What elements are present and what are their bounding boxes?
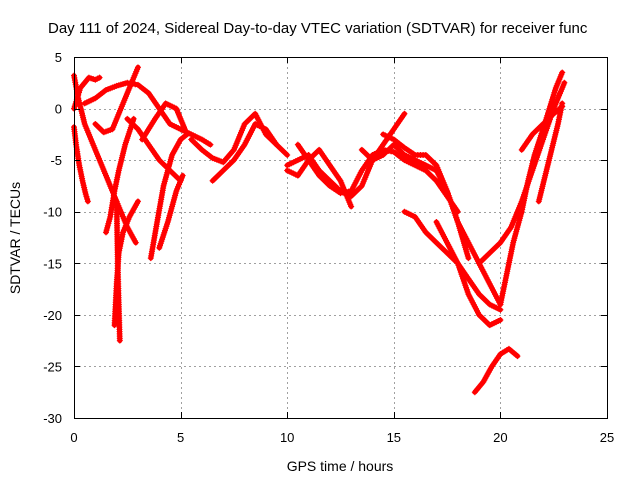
series-arc10 <box>147 131 190 262</box>
series-arc19 <box>380 131 472 262</box>
series-arc21 <box>433 219 504 329</box>
data-point <box>559 69 566 76</box>
data-point <box>337 190 344 197</box>
y-tick-label: 5 <box>55 50 62 65</box>
y-tick-label: -10 <box>43 205 62 220</box>
series-arc11 <box>139 100 188 143</box>
series-arc6 <box>124 115 184 184</box>
data-point <box>84 198 91 205</box>
series-arc5 <box>92 64 141 136</box>
chart-title: Day 111 of 2024, Sidereal Day-to-day VTE… <box>48 20 588 37</box>
data-point <box>401 110 408 117</box>
series-arc23 <box>476 79 568 267</box>
series-arc20 <box>401 208 504 313</box>
series-arc25 <box>518 103 566 153</box>
data-point <box>116 337 123 344</box>
y-axis-label: SDTVAR / TECUs <box>7 182 23 294</box>
y-tick-label: 0 <box>55 102 62 117</box>
series-arc7 <box>102 115 137 236</box>
series-arc22 <box>471 345 521 396</box>
y-tick-label: -15 <box>43 256 62 271</box>
series-arc24 <box>497 69 566 308</box>
series-arc16 <box>284 146 355 210</box>
series-arc3 <box>71 74 103 112</box>
series-arc12 <box>156 172 186 251</box>
x-tick-labels: 0 5 10 15 20 25 <box>70 430 614 445</box>
x-tick-label: 10 <box>280 430 294 445</box>
data-point <box>273 141 280 148</box>
data-point <box>130 115 137 122</box>
data-point <box>497 306 504 313</box>
series-arc26 <box>535 100 566 205</box>
y-tick-label: -5 <box>50 153 62 168</box>
series-arc14 <box>188 110 280 166</box>
data-point <box>284 151 291 158</box>
data-point <box>561 79 568 86</box>
x-tick-label: 25 <box>600 430 614 445</box>
y-tick-labels: 5 0 -5 -10 -15 -20 -25 -30 <box>43 50 62 426</box>
data-point <box>96 74 103 81</box>
plot-frame <box>74 57 608 419</box>
x-axis-label: GPS time / hours <box>287 458 394 474</box>
y-tick-label: -20 <box>43 308 62 323</box>
x-tick-label: 20 <box>493 430 507 445</box>
data-point <box>207 141 214 148</box>
data-point <box>134 64 141 71</box>
data-point <box>340 189 347 196</box>
y-tick-label: -30 <box>43 411 62 426</box>
data-point <box>183 131 190 138</box>
x-tick-label: 15 <box>387 430 401 445</box>
data-point <box>465 255 472 262</box>
series-arc13 <box>209 121 291 184</box>
series-arc4 <box>81 79 214 148</box>
data-point <box>559 100 566 107</box>
data-point <box>179 172 186 179</box>
data-point <box>345 188 352 195</box>
data-point <box>134 198 141 205</box>
x-tick-label: 5 <box>177 430 184 445</box>
x-tick-label: 0 <box>70 430 77 445</box>
data-point <box>342 189 349 196</box>
data-point <box>348 203 355 210</box>
data-series <box>71 64 568 396</box>
data-point <box>132 239 139 246</box>
data-point <box>497 317 504 324</box>
grid <box>74 57 607 418</box>
axis-ticks <box>74 57 608 419</box>
data-point <box>181 126 188 133</box>
data-point <box>514 353 521 360</box>
y-tick-label: -25 <box>43 359 62 374</box>
series-arc9 <box>113 198 123 344</box>
series-arc18 <box>358 141 504 308</box>
